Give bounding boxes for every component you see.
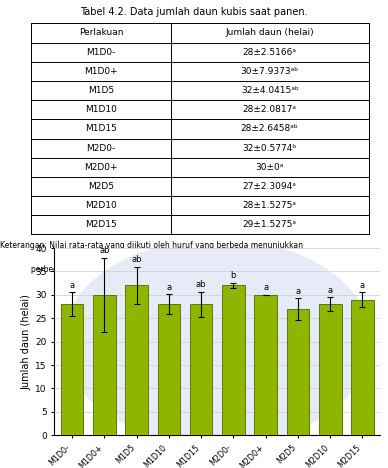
Text: a: a bbox=[327, 285, 333, 295]
Text: M1D5: M1D5 bbox=[88, 86, 114, 95]
Text: 32±4.0415ᵃᵇ: 32±4.0415ᵃᵇ bbox=[241, 86, 298, 95]
Ellipse shape bbox=[62, 239, 372, 445]
Text: Perlakuan: Perlakuan bbox=[79, 29, 123, 37]
Text: 30±7.9373ᵃᵇ: 30±7.9373ᵃᵇ bbox=[241, 67, 299, 76]
Text: 30±0ᵃ: 30±0ᵃ bbox=[255, 163, 284, 172]
Bar bbox=[255, 295, 277, 435]
Text: Tabel 4.2. Data jumlah daun kubis saat panen.: Tabel 4.2. Data jumlah daun kubis saat p… bbox=[80, 7, 308, 17]
Text: a: a bbox=[360, 281, 365, 290]
Text: b: b bbox=[231, 271, 236, 280]
Text: M1D15: M1D15 bbox=[85, 124, 117, 133]
Y-axis label: Jumlah daun (helai): Jumlah daun (helai) bbox=[21, 294, 31, 389]
Text: ab: ab bbox=[132, 255, 142, 264]
Text: M2D10: M2D10 bbox=[85, 201, 117, 210]
Text: M1D10: M1D10 bbox=[85, 105, 117, 114]
Text: M1D0-: M1D0- bbox=[86, 48, 116, 57]
Text: M2D15: M2D15 bbox=[85, 220, 117, 229]
Bar bbox=[190, 304, 213, 435]
Text: 27±2.3094ᵃ: 27±2.3094ᵃ bbox=[243, 182, 296, 191]
Text: 28±1.5275ᵃ: 28±1.5275ᵃ bbox=[242, 201, 297, 210]
Text: M1D0+: M1D0+ bbox=[84, 67, 118, 76]
Bar bbox=[222, 285, 245, 435]
Text: 28±2.0817ᵃ: 28±2.0817ᵃ bbox=[242, 105, 297, 114]
Bar bbox=[319, 304, 341, 435]
Text: a: a bbox=[69, 281, 74, 290]
Text: 28±2.6458ᵃᵇ: 28±2.6458ᵃᵇ bbox=[241, 124, 298, 133]
Text: 32±0.5774ᵇ: 32±0.5774ᵇ bbox=[242, 144, 297, 153]
Bar bbox=[158, 304, 180, 435]
Text: ab: ab bbox=[196, 280, 206, 290]
Text: a: a bbox=[166, 283, 171, 292]
Bar bbox=[351, 300, 374, 435]
Text: 28±2.5166ᵃ: 28±2.5166ᵃ bbox=[242, 48, 297, 57]
Bar bbox=[287, 309, 309, 435]
Text: M2D5: M2D5 bbox=[88, 182, 114, 191]
Text: Jumlah daun (helai): Jumlah daun (helai) bbox=[225, 29, 314, 37]
Text: 29±1.5275ᵃ: 29±1.5275ᵃ bbox=[242, 220, 297, 229]
Bar bbox=[61, 304, 83, 435]
Text: ab: ab bbox=[99, 246, 109, 256]
Bar bbox=[125, 285, 148, 435]
Text: M2D0-: M2D0- bbox=[86, 144, 116, 153]
Text: Keterangan: Nilai rata-rata yang diikuti oleh huruf yang berbeda menunjukkan: Keterangan: Nilai rata-rata yang diikuti… bbox=[0, 241, 303, 250]
Bar bbox=[93, 295, 116, 435]
Text: M2D0+: M2D0+ bbox=[84, 163, 118, 172]
Text: a: a bbox=[295, 287, 301, 296]
Text: a: a bbox=[263, 284, 268, 292]
Text: perbedaan yang nyata (α<0,1) dengan uji t.: perbedaan yang nyata (α<0,1) dengan uji … bbox=[0, 265, 201, 274]
